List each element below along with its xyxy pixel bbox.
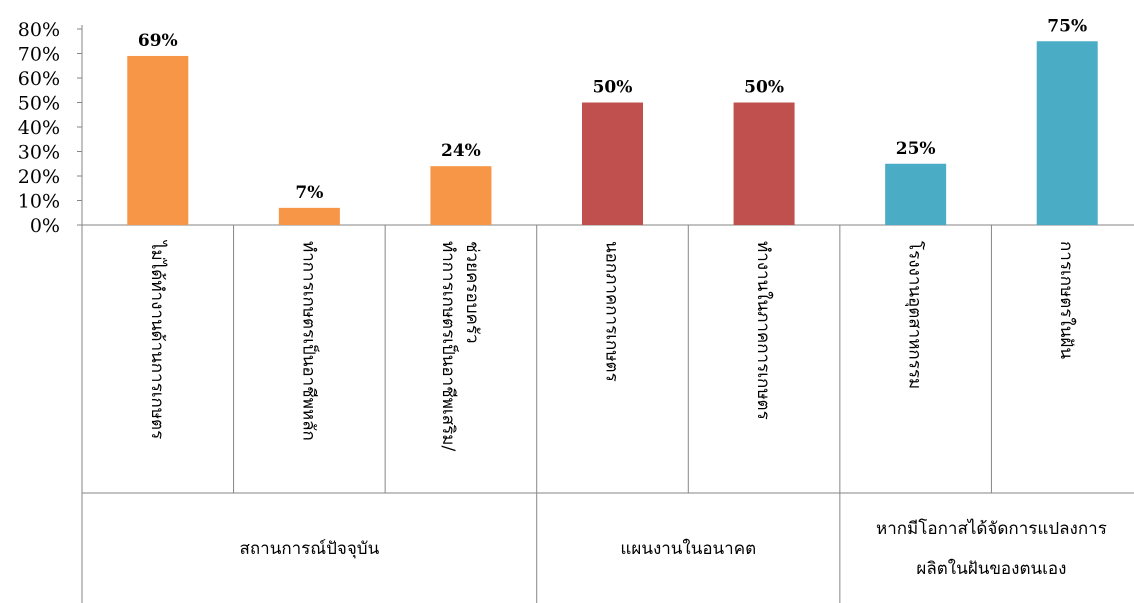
data-label: 50% [744, 78, 784, 98]
group-label: ผลิตในฝันของตนเอง [916, 558, 1066, 579]
bar [278, 207, 340, 225]
bars [127, 41, 1098, 226]
data-label: 24% [441, 141, 481, 161]
y-tick-label: 10% [18, 191, 60, 213]
group-label: หากมีโอกาสได้จัดการแปลงการ [876, 518, 1107, 539]
data-label: 7% [295, 183, 323, 203]
data-label: 75% [1047, 16, 1087, 36]
bar [733, 102, 795, 225]
group-label: สถานการณ์ปัจจุบัน [240, 539, 380, 559]
y-tick-label: 50% [18, 93, 60, 115]
category-label: ไม่ได้ทำงานด้านการเกษตร [147, 239, 168, 439]
y-axis-ticks: 0%10% 20%30% 40%50% 60%70% 80% [18, 19, 82, 237]
category-label: ทำการเกษตรเป็นอาชีพหลัก [298, 241, 320, 441]
category-labels: ไม่ได้ทำงานด้านการเกษตร ทำการเกษตรเป็นอาช… [147, 239, 1077, 451]
y-tick-label: 30% [18, 142, 60, 164]
data-label: 69% [138, 31, 178, 51]
category-label: ช่วยครอบครัว [462, 241, 482, 344]
y-tick-label: 80% [18, 19, 60, 41]
bar [1036, 41, 1098, 225]
data-label: 25% [896, 139, 936, 159]
bar [885, 163, 947, 225]
category-label: นอกภาคการเกษตร [602, 241, 622, 382]
group-labels: สถานการณ์ปัจจุบัน แผนงานในอนาคต หากมีโอกาส… [240, 518, 1107, 579]
chart-axes [81, 25, 1134, 603]
bar [582, 102, 643, 225]
data-label: 50% [593, 78, 633, 98]
y-tick-label: 0% [30, 215, 60, 237]
y-tick-label: 20% [18, 166, 60, 188]
y-tick-label: 70% [18, 44, 60, 66]
data-labels: 69% 7% 24% 50% 50% 25% 75% [138, 16, 1087, 203]
y-tick-label: 40% [18, 117, 60, 139]
category-label: โรงงานอุตสาหกรรม [905, 241, 926, 389]
category-label: ทำงานในภาคการเกษตร [753, 241, 774, 420]
category-label: ทำการเกษตรเป็นอาชีพเสริม/ [438, 241, 460, 451]
y-tick-label: 60% [18, 68, 60, 90]
group-label: แผนงานในอนาคต [620, 538, 756, 559]
category-label: การเกษตรในฝัน [1056, 241, 1077, 359]
bar [127, 55, 189, 226]
bar [430, 166, 492, 225]
